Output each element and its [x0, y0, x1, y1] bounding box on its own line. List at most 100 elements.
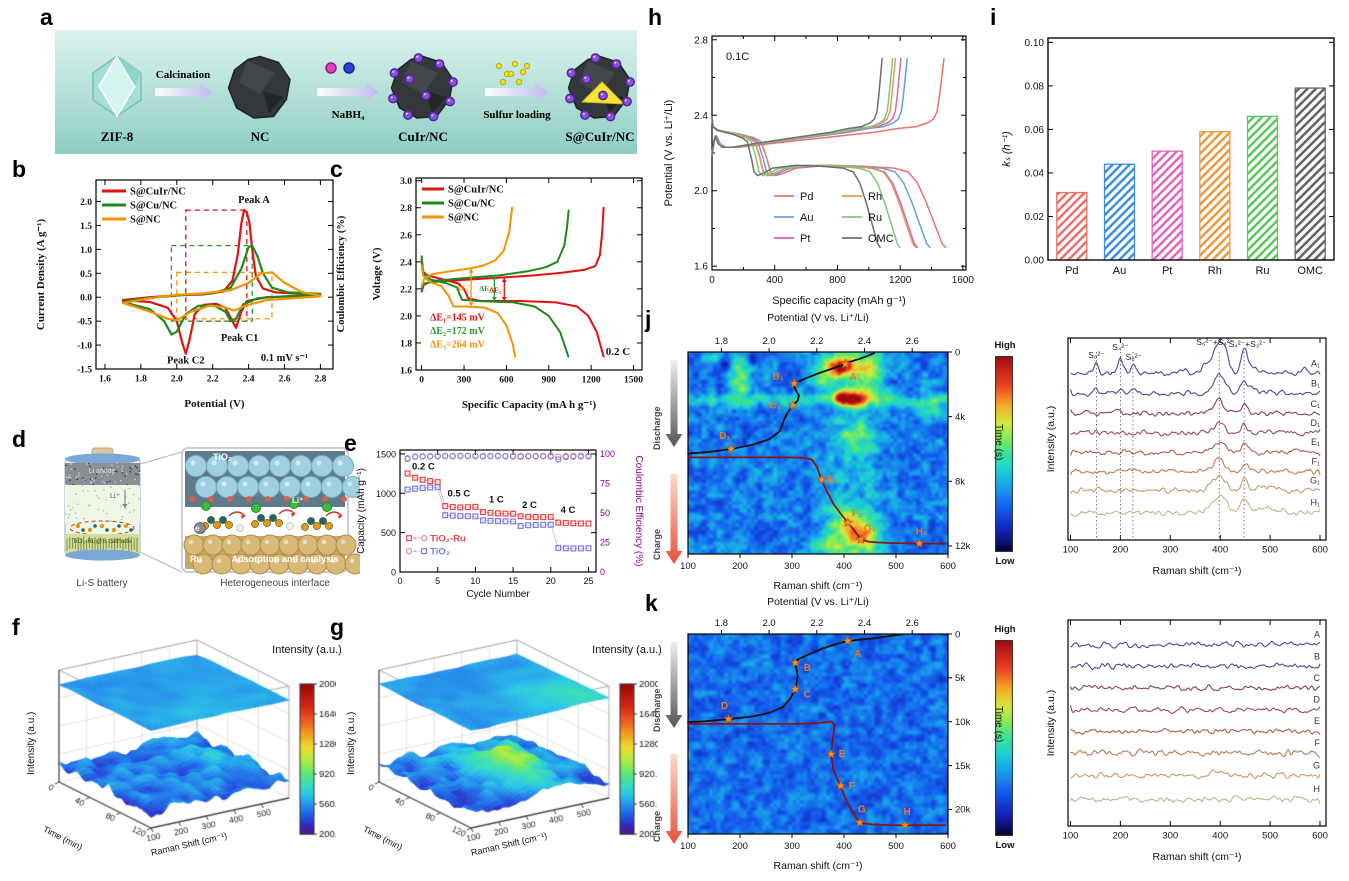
svg-text:1.6: 1.6 [694, 262, 708, 273]
svg-text:0: 0 [955, 347, 960, 358]
svg-text:0: 0 [955, 629, 960, 640]
svg-text:-0.5: -0.5 [77, 318, 92, 328]
svg-text:G: G [858, 805, 866, 816]
svg-text:A₁: A₁ [1311, 358, 1320, 368]
heatmap-overlay-axes: 1.8 2.0 2.2 2.4 2.6 100 200 300 400 500 600 0 4k 8k 12… [665, 336, 971, 572]
panel-k-top-axis-label: Potential (V vs. Li⁺/Li) [767, 596, 869, 608]
svg-text:12k: 12k [955, 541, 971, 552]
svg-text:E: E [1314, 716, 1320, 726]
panel-h-gcd-chart: 0 400 800 1200 1600 1.6 2.0 2.4 2.8 0.1C Pd Au Pt Rh R… [663, 35, 974, 307]
svg-text:0: 0 [600, 567, 605, 577]
panel-b: 1.6 1.8 2.0 2.2 2.4 2.6 2.8 -1.5 -1.0 -0.5 0.0 0.5 1… [28, 164, 343, 422]
svg-text:200: 200 [1112, 545, 1128, 556]
svg-text:S@CuIr/NC: S@CuIr/NC [130, 187, 186, 198]
svg-text:0.1 mV s⁻¹: 0.1 mV s⁻¹ [261, 353, 308, 364]
svg-text:100: 100 [680, 841, 696, 852]
spectra-axes: 100 200 300 400 500 600A₁B₁C₁D₁E₁F₁G₁H₁S₈²⁻S₄… [1063, 337, 1328, 555]
panel-c-voltage-chart: 0 300 600 900 1200 1500 1.6 1.8 2.0 2.2 2.4 2.6 2.8 3… [336, 177, 643, 411]
svg-text:2.8: 2.8 [694, 35, 708, 46]
panel-j-top-axis-label: Potential (V vs. Li⁺/Li) [767, 312, 869, 324]
svg-text:Au: Au [800, 212, 813, 224]
svg-text:G₁: G₁ [864, 523, 876, 534]
li-ion-interface-label: Li⁺ [292, 496, 304, 505]
svg-text:Specific capacity (mAh g⁻¹): Specific capacity (mAh g⁻¹) [772, 295, 906, 307]
step-label-calcination: Calcination [156, 69, 210, 81]
gcd-axes: 0 400 800 1200 1600 1.6 2.0 2.4 2.8 0.1C Pd Au Pt Rh R… [694, 35, 974, 286]
svg-text:2.0: 2.0 [400, 312, 412, 322]
panel-k-x-label: Raman shift (cm⁻¹) [773, 860, 863, 872]
svg-text:1.6: 1.6 [400, 367, 412, 377]
svg-text:2.6: 2.6 [906, 336, 919, 347]
svg-text:2.6: 2.6 [906, 618, 919, 629]
svg-text:E₁: E₁ [1311, 437, 1320, 447]
panel-k-spectra: 100 200 300 400 500 600 A B C D E F G H Intensity (a.u… [1026, 596, 1349, 881]
panel-j-discharge-label: Discharge [652, 406, 662, 450]
svg-text:0.2 C: 0.2 C [606, 346, 631, 358]
cathode-label: TiO₂-Ru@S cathode [72, 538, 132, 545]
svg-text:0.02: 0.02 [1025, 212, 1045, 223]
svg-text:2.4: 2.4 [858, 336, 871, 347]
svg-text:1.8: 1.8 [400, 339, 412, 349]
svg-text:Au: Au [1113, 265, 1126, 277]
panel-c: 0 300 600 900 1200 1500 1.6 1.8 2.0 2.2 2.4 2.6 2.8 3… [336, 164, 654, 422]
panel-letter-j: j [645, 306, 652, 332]
svg-text:0: 0 [391, 568, 396, 578]
svg-text:600: 600 [940, 561, 956, 572]
svg-text:A: A [1314, 630, 1320, 640]
svg-text:0.00: 0.00 [1025, 256, 1045, 267]
svg-text:ΔE₃=264 mV: ΔE₃=264 mV [430, 339, 485, 350]
panel-k-colorbar-low: Low [995, 840, 1015, 851]
svg-text:1.6: 1.6 [99, 375, 111, 385]
svg-text:1600: 1600 [952, 275, 975, 286]
svg-text:800: 800 [829, 275, 846, 286]
panel-a-schematic: ZIF-8 NC CuIr/NC S@CuIr/NC Calcination N… [55, 30, 637, 154]
svg-text:2.0: 2.0 [80, 198, 92, 208]
svg-text:200: 200 [1112, 831, 1128, 842]
svg-text:4 C: 4 C [561, 505, 576, 516]
svg-text:F: F [1315, 738, 1321, 748]
svg-text:50: 50 [600, 508, 610, 518]
svg-text:Coulombic Efficiency (%): Coulombic Efficiency (%) [633, 456, 644, 567]
voltage-axes: 0 300 600 900 1200 1500 1.6 1.8 2.0 2.2 2.4 2.6 2.8 3… [400, 177, 643, 385]
svg-text:Pd: Pd [1065, 265, 1078, 277]
svg-text:2.4: 2.4 [858, 618, 871, 629]
panel-h: 0 400 800 1200 1600 1.6 2.0 2.4 2.8 0.1C Pd Au Pt Rh R… [656, 8, 982, 310]
svg-text:G₁: G₁ [1310, 476, 1320, 486]
svg-text:2.8: 2.8 [400, 204, 412, 214]
svg-text:8k: 8k [955, 477, 965, 488]
svg-text:Intensity (a.u.): Intensity (a.u.) [1045, 406, 1057, 473]
svg-text:500: 500 [888, 841, 904, 852]
panel-j-colorbar-high: High [994, 340, 1016, 351]
heatmap-overlay-axes: 1.8 2.0 2.2 2.4 2.6 100 200 300 400 500 600 0 5k 10k 1… [665, 618, 971, 852]
panel-j-colorbar-low: Low [995, 556, 1015, 567]
svg-text:75: 75 [600, 479, 610, 489]
panel-j-time-label: Time (s) [993, 424, 1004, 461]
adsorption-label: Adsorption and catalysis [231, 554, 339, 564]
battery-graphic [64, 447, 360, 575]
material-label-nc: NC [251, 129, 270, 144]
svg-text:2.8: 2.8 [314, 375, 326, 385]
svg-text:0.10: 0.10 [1025, 38, 1045, 49]
svg-text:F₁: F₁ [852, 508, 862, 519]
svg-text:0: 0 [709, 275, 715, 286]
svg-text:1.5: 1.5 [80, 222, 92, 232]
svg-text:400: 400 [1212, 545, 1228, 556]
svg-text:20k: 20k [955, 805, 971, 816]
svg-text:C₁: C₁ [769, 400, 780, 411]
svg-text:1 C: 1 C [489, 494, 504, 505]
panel-j-spectra: 100 200 300 400 500 600 A₁ B₁ C₁ D₁ E₁ F₁ G₁ H₁ S₈²⁻ S₄… [1026, 312, 1349, 598]
svg-text:1.8: 1.8 [135, 375, 147, 385]
svg-text:0.1C: 0.1C [726, 51, 749, 63]
svg-text:400: 400 [1212, 831, 1228, 842]
panel-d: TiO₂ Li⁺ e Ru Adsorption and catalysis L… [30, 444, 360, 594]
panel-k-discharge-label: Discharge [652, 688, 662, 732]
panel-k-heatmap-overlay: 1.8 2.0 2.2 2.4 2.6 100 200 300 400 500 600 0 5k 10k 1… [665, 618, 971, 852]
anode-label: Li anode [88, 468, 116, 475]
svg-text:D₁: D₁ [719, 431, 730, 442]
svg-text:900: 900 [542, 376, 557, 386]
svg-text:100: 100 [600, 449, 615, 459]
panel-letter-k: k [645, 590, 658, 616]
svg-text:Pt: Pt [1162, 265, 1172, 277]
panel-f-z-label: Intensity (a.u.) [26, 711, 37, 775]
